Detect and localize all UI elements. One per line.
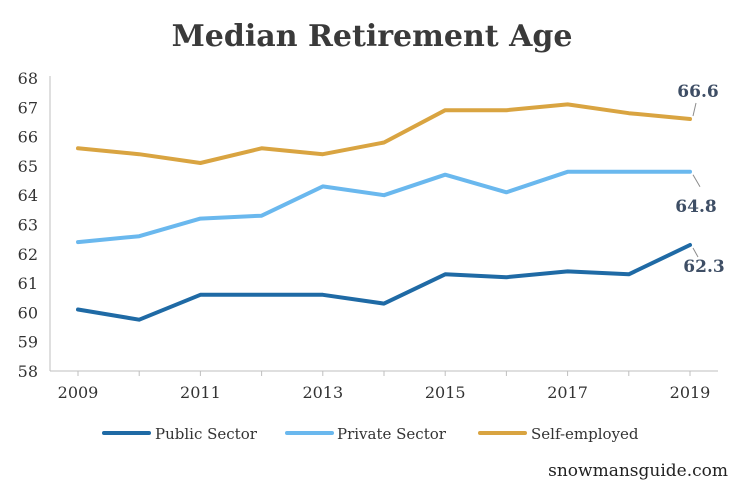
- y-tick-label: 64: [18, 186, 38, 205]
- x-tick-label: 2011: [180, 383, 221, 402]
- y-tick-label: 62: [18, 245, 38, 264]
- series-line-public-sector: [76, 243, 692, 322]
- end-label-private-sector: 64.8: [675, 197, 716, 217]
- y-tick-label: 61: [18, 274, 38, 293]
- y-tick-label: 68: [18, 69, 38, 88]
- series-line-self-employed: [76, 102, 692, 165]
- end-label-self-employed: 66.6: [677, 82, 718, 102]
- x-tick-label: 2017: [547, 383, 588, 402]
- x-tick-label: 2013: [302, 383, 343, 402]
- legend: Public Sector Private Sector Self-employed: [102, 425, 639, 443]
- chart-title: Median Retirement Age: [172, 19, 573, 54]
- y-tick-label: 65: [18, 157, 38, 176]
- end-label-public-sector: 62.3: [683, 257, 724, 277]
- x-axis-ticks: 2009 2011 2013 2015 2017 2019: [58, 371, 711, 402]
- end-label-leader: [692, 174, 701, 188]
- end-labels: 62.3 64.8 66.6: [675, 82, 724, 277]
- axes: [49, 76, 718, 372]
- end-label-leader: [692, 247, 699, 258]
- y-tick-label: 60: [18, 303, 38, 322]
- y-tick-label: 59: [18, 333, 38, 352]
- legend-label-private-sector: Private Sector: [337, 425, 447, 443]
- y-tick-label: 66: [18, 128, 38, 147]
- legend-label-public-sector: Public Sector: [155, 425, 258, 443]
- x-tick-label: 2019: [670, 383, 711, 402]
- legend-label-self-employed: Self-employed: [531, 425, 639, 443]
- y-tick-label: 63: [18, 216, 38, 235]
- x-tick-label: 2009: [58, 383, 99, 402]
- y-tick-label: 58: [18, 362, 38, 381]
- y-axis-ticks: 58 59 60 61 62 63 64 65 66 67 68: [18, 69, 38, 381]
- x-tick-label: 2015: [425, 383, 466, 402]
- source-credit: snowmansguide.com: [548, 461, 728, 481]
- y-tick-label: 67: [18, 98, 38, 117]
- series-lines: [76, 102, 692, 322]
- series-line-private-sector: [76, 169, 692, 245]
- end-label-leader: [692, 102, 697, 117]
